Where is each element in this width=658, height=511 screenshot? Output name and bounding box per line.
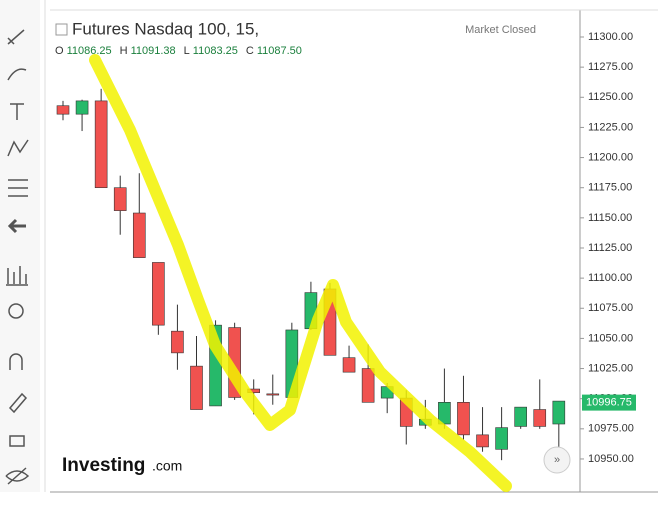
highlighter-drawing — [89, 54, 512, 492]
ohlc-value: 11086.25 — [67, 45, 112, 57]
candle-body — [457, 402, 470, 436]
y-tick-label: 11275.00 — [588, 61, 633, 73]
candle-body — [75, 100, 89, 115]
y-tick-label: 11150.00 — [588, 212, 632, 224]
text-icon[interactable] — [10, 103, 24, 120]
ohlc-label: O — [55, 45, 64, 57]
y-tick-label: 11025.00 — [588, 362, 633, 374]
y-tick-label: 11050.00 — [588, 332, 633, 344]
y-tick-label: 11075.00 — [588, 302, 633, 314]
y-tick-label: 11200.00 — [588, 151, 633, 163]
candle-body — [190, 365, 203, 410]
magnet-icon[interactable] — [9, 353, 23, 370]
back-icon[interactable] — [7, 218, 26, 234]
y-tick-label: 11175.00 — [588, 182, 632, 194]
scroll-icon[interactable]: » — [554, 454, 560, 466]
fib-icon[interactable] — [8, 179, 28, 197]
y-tick-label: 11225.00 — [588, 121, 633, 133]
candle-body — [113, 187, 127, 211]
ohlc-value: 11083.25 — [193, 45, 238, 57]
scroll-button[interactable] — [543, 446, 571, 474]
candle-body — [152, 262, 165, 326]
trend-icon[interactable] — [7, 29, 25, 45]
candle-body — [56, 105, 70, 115]
candle-body — [266, 393, 280, 396]
y-tick-label: 10950.00 — [588, 453, 634, 465]
brush-icon[interactable] — [7, 68, 27, 81]
lock-icon[interactable] — [9, 435, 25, 447]
ohlc-legend: O 11086.25 H 11091.38 L 11083.25 C 11087.50 — [55, 45, 302, 57]
y-tick-label: 11100.00 — [588, 272, 632, 284]
collapse-button[interactable] — [55, 23, 68, 36]
candle-body — [342, 357, 356, 373]
ohlc-value: 11091.38 — [131, 45, 176, 57]
y-tick-label: 11300.00 — [588, 31, 633, 43]
measure-icon[interactable] — [6, 266, 28, 286]
ohlc-label: H — [120, 45, 128, 57]
candle-body — [361, 368, 375, 403]
candle-body — [495, 427, 508, 450]
legend-bg — [52, 18, 522, 44]
lock-draw-icon[interactable] — [8, 392, 28, 414]
toolbar-icons[interactable] — [5, 29, 30, 485]
brand-name: Investing — [62, 455, 145, 476]
y-tick-label: 11250.00 — [588, 91, 633, 103]
candle-body — [476, 434, 489, 448]
candle-body — [514, 406, 527, 427]
last-price-box — [582, 394, 636, 411]
candle-body — [533, 409, 547, 427]
eye-icon[interactable] — [5, 467, 30, 485]
ohlc-label: C — [246, 45, 254, 57]
candle-body — [94, 100, 108, 189]
brand-suffix: .com — [152, 458, 182, 474]
last-price-label: 10996.75 — [586, 397, 632, 409]
y-tick-label: 11125.00 — [588, 242, 632, 254]
y-tick-label: 10975.00 — [588, 423, 634, 435]
toolbar — [0, 0, 40, 492]
ohlc-value: 11087.50 — [257, 45, 302, 57]
pattern-icon[interactable] — [7, 139, 29, 157]
candle-body — [132, 212, 146, 258]
ohlc-label: L — [184, 45, 190, 57]
chart-title: Futures Nasdaq 100, 15, — [72, 19, 259, 38]
market-status: Market Closed — [465, 24, 536, 36]
zoom-icon[interactable] — [8, 303, 24, 319]
candle-body — [552, 400, 566, 425]
candle-body — [171, 330, 184, 354]
